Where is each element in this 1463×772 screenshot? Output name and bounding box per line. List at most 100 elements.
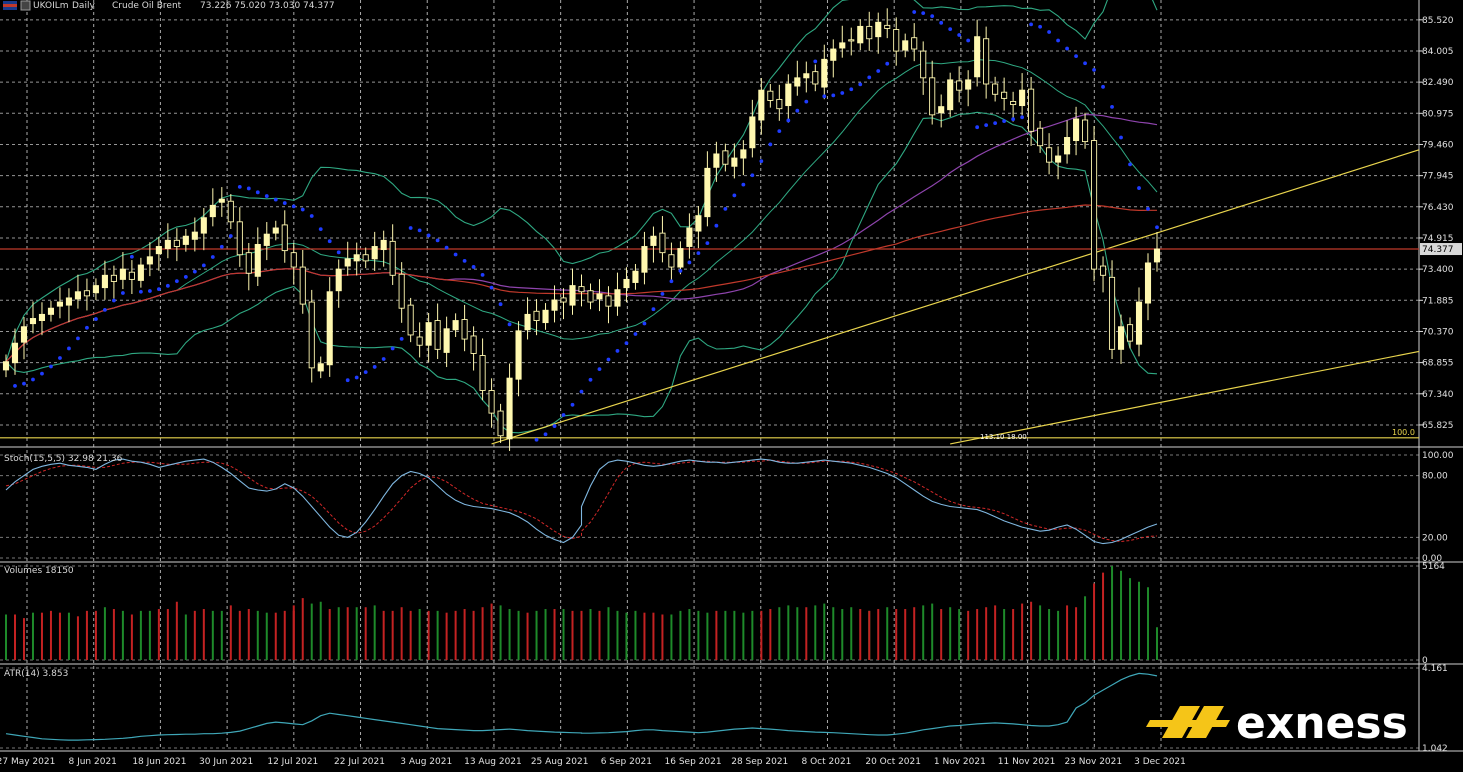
candle[interactable] (218, 187, 225, 217)
candle[interactable] (911, 23, 918, 62)
candle[interactable] (515, 321, 522, 397)
candle[interactable] (677, 241, 684, 275)
candle[interactable] (20, 317, 28, 360)
candle[interactable] (857, 19, 864, 51)
candle[interactable] (767, 83, 774, 108)
candle[interactable] (2, 354, 10, 378)
candle[interactable] (965, 70, 972, 107)
candle[interactable] (551, 285, 558, 323)
candle[interactable] (182, 229, 189, 252)
candle[interactable] (407, 297, 414, 343)
candle[interactable] (803, 61, 810, 93)
candle[interactable] (137, 257, 144, 288)
candle[interactable] (119, 252, 126, 290)
candle[interactable] (290, 243, 297, 285)
candle[interactable] (641, 231, 648, 285)
candle[interactable] (578, 274, 585, 307)
candle[interactable] (839, 25, 846, 58)
candle[interactable] (1028, 77, 1035, 146)
candle[interactable] (488, 378, 495, 428)
candle[interactable] (398, 262, 405, 323)
candle[interactable] (173, 228, 180, 262)
candle[interactable] (308, 289, 315, 383)
candle[interactable] (749, 99, 756, 158)
candle[interactable] (92, 278, 99, 300)
price-panel[interactable]: 100.0 113.10 18.00 (0, 0, 1420, 451)
candle[interactable] (722, 143, 729, 172)
candle[interactable] (740, 140, 747, 176)
candle[interactable] (272, 220, 279, 241)
candle[interactable] (254, 227, 261, 286)
candle[interactable] (1126, 317, 1134, 349)
candle[interactable] (1010, 91, 1017, 122)
candle[interactable] (74, 274, 81, 309)
candle[interactable] (164, 223, 171, 259)
candle[interactable] (893, 17, 900, 66)
candle[interactable] (1082, 112, 1089, 149)
candle[interactable] (110, 265, 117, 299)
candle[interactable] (758, 78, 765, 135)
candle[interactable] (713, 141, 720, 182)
candle[interactable] (902, 33, 909, 58)
atr-panel[interactable] (5, 672, 1158, 741)
candle[interactable] (596, 279, 603, 312)
candle[interactable] (497, 403, 504, 443)
candle[interactable] (1091, 125, 1098, 282)
window-icon[interactable] (20, 0, 31, 11)
candle[interactable] (623, 267, 630, 303)
candle[interactable] (686, 213, 693, 259)
candle[interactable] (1001, 77, 1008, 111)
candle[interactable] (227, 194, 234, 230)
candle[interactable] (785, 74, 792, 123)
candle[interactable] (344, 241, 351, 276)
candle[interactable] (1144, 253, 1152, 321)
candle[interactable] (470, 326, 477, 371)
candle[interactable] (353, 242, 360, 276)
candle[interactable] (506, 363, 513, 451)
candle[interactable] (443, 316, 450, 368)
candle[interactable] (875, 12, 882, 54)
candle[interactable] (263, 222, 270, 261)
candle[interactable] (1055, 146, 1062, 180)
candle[interactable] (794, 60, 801, 96)
candle[interactable] (704, 151, 711, 227)
candle[interactable] (992, 76, 999, 102)
candle[interactable] (425, 312, 432, 363)
candle[interactable] (866, 11, 873, 51)
candle[interactable] (731, 143, 738, 179)
candle[interactable] (524, 297, 531, 340)
candle[interactable] (245, 243, 252, 291)
candle[interactable] (920, 41, 927, 95)
candle[interactable] (569, 268, 576, 315)
candle[interactable] (128, 260, 135, 295)
candle[interactable] (416, 322, 423, 358)
candle[interactable] (560, 288, 567, 320)
candle[interactable] (668, 242, 675, 282)
candle[interactable] (821, 44, 828, 100)
candle[interactable] (659, 216, 666, 263)
candle[interactable] (155, 236, 162, 271)
candle[interactable] (11, 328, 19, 375)
candle[interactable] (974, 19, 981, 87)
candle[interactable] (533, 299, 540, 336)
candle[interactable] (695, 205, 702, 249)
candle[interactable] (389, 224, 396, 285)
trendline-lower[interactable] (950, 350, 1420, 445)
candle[interactable] (371, 231, 378, 271)
candle[interactable] (938, 94, 945, 128)
candle[interactable] (47, 301, 55, 322)
candle[interactable] (1153, 231, 1161, 272)
stochastic-panel[interactable] (5, 458, 1158, 545)
candle[interactable] (650, 226, 657, 263)
candle[interactable] (776, 84, 783, 121)
candle[interactable] (335, 259, 342, 308)
candle[interactable] (299, 249, 306, 314)
candle[interactable] (605, 286, 612, 324)
candle[interactable] (65, 288, 72, 323)
candle[interactable] (200, 208, 207, 251)
candle[interactable] (1037, 121, 1044, 153)
candle[interactable] (830, 39, 837, 78)
candle[interactable] (236, 207, 243, 267)
candle[interactable] (191, 217, 198, 252)
candle[interactable] (1046, 133, 1053, 175)
